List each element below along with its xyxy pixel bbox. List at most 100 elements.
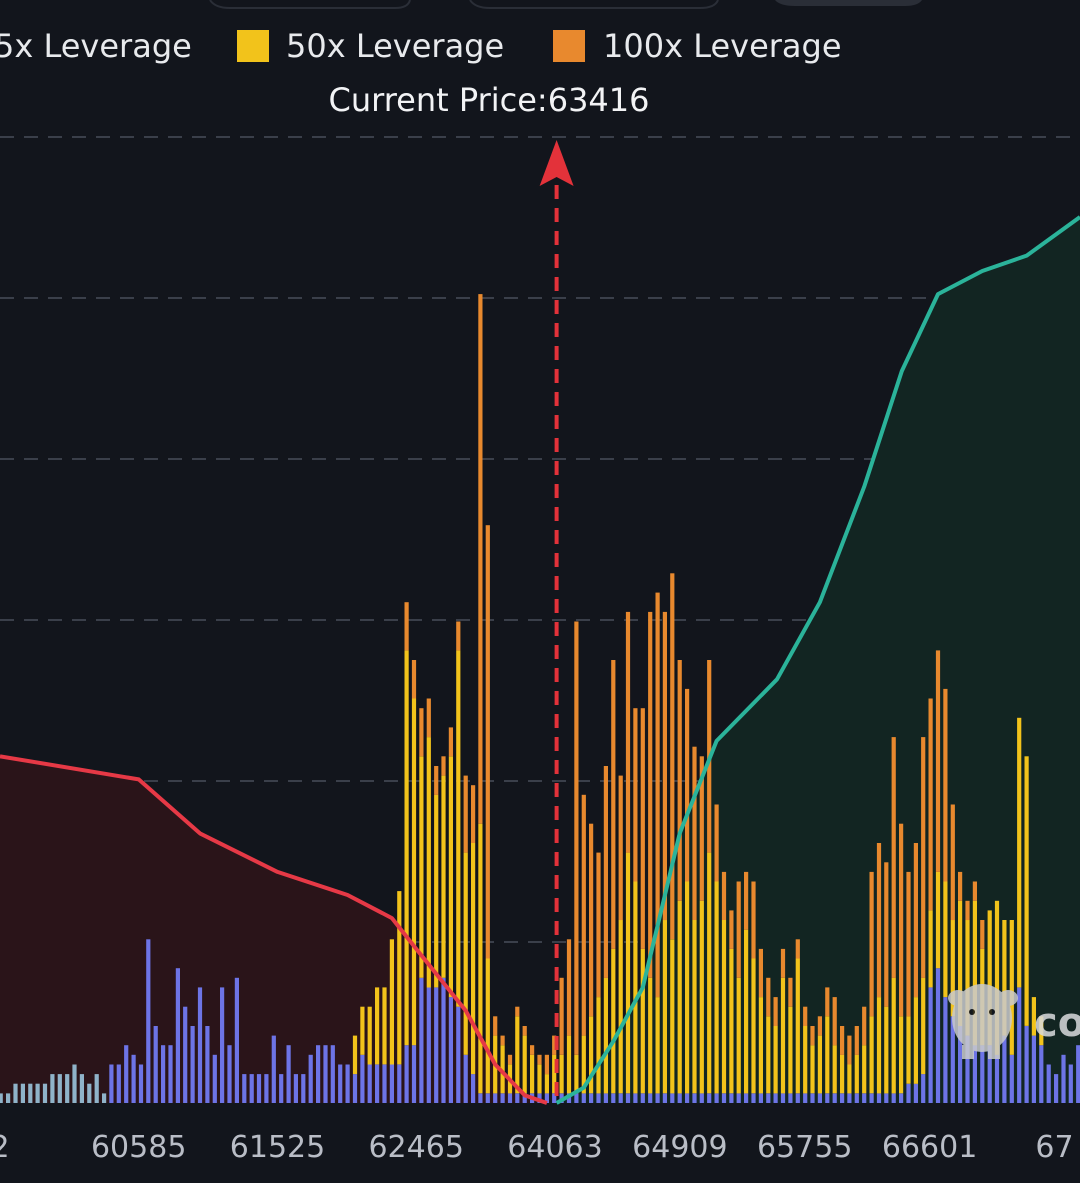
bar-100x (493, 1016, 498, 1036)
bar-50x (515, 1016, 520, 1094)
bar-50x (603, 977, 608, 1094)
bar-100x (862, 1006, 867, 1046)
bar-100x (906, 871, 911, 1017)
bar-100x (847, 1035, 852, 1065)
bar-100x (552, 1035, 557, 1055)
bar-25x (153, 1026, 158, 1103)
bar-25x (1031, 1035, 1036, 1103)
bar-25x (197, 987, 203, 1103)
bar-50x (618, 920, 623, 1094)
bar-100x (854, 1026, 859, 1055)
bar-50x (876, 997, 882, 1094)
bar-25x (744, 1093, 749, 1103)
bar-25x (456, 1006, 461, 1103)
bar-25x (28, 1083, 33, 1103)
bar-25x (987, 1045, 992, 1103)
bar-100x (928, 698, 933, 911)
bar-50x (972, 900, 977, 1046)
bar-50x (832, 1045, 837, 1094)
bar-50x (397, 891, 402, 1065)
bar-100x (721, 871, 727, 920)
x-tick-label: 2 (0, 1130, 10, 1165)
bar-100x (780, 948, 786, 978)
x-tick-label: 67 (1035, 1130, 1073, 1165)
x-tick-label: 62465 (368, 1130, 463, 1165)
bar-50x (625, 852, 631, 1094)
bar-100x (471, 785, 476, 843)
bar-25x (699, 1093, 704, 1103)
watermark: co (948, 984, 1080, 1059)
bar-25x (441, 977, 446, 1103)
bar-25x (1076, 1045, 1080, 1103)
bar-50x (596, 997, 601, 1094)
bar-100x (913, 843, 918, 998)
bar-25x (227, 1045, 232, 1103)
bar-25x (35, 1083, 40, 1103)
bar-50x (913, 997, 918, 1084)
watermark-text: co (1034, 1000, 1080, 1046)
bar-50x (950, 920, 955, 1017)
bar-50x (537, 1064, 542, 1094)
bar-25x (625, 1093, 631, 1103)
bar-100x (817, 1016, 822, 1036)
bar-100x (655, 592, 660, 998)
legend-100x-label: 100x Leverage (603, 27, 842, 65)
bar-25x (935, 968, 941, 1103)
bar-100x (677, 660, 682, 901)
bar-100x (744, 871, 749, 930)
bar-100x (648, 611, 653, 978)
bar-50x (522, 1035, 527, 1094)
bar-100x (662, 611, 667, 921)
bar-100x (751, 881, 756, 959)
bar-25x (375, 1064, 380, 1103)
bar-100x (434, 766, 439, 795)
bar-25x (471, 1074, 476, 1103)
bar-25x (972, 1045, 977, 1103)
bar-100x (448, 727, 453, 757)
bar-100x (404, 602, 409, 651)
bar-100x (795, 939, 800, 959)
bar-25x (271, 1035, 276, 1103)
x-axis: 2 60585 61525 62465 64063 64909 65755 66601 67 (0, 1130, 1074, 1165)
bar-100x (972, 881, 977, 901)
bar-50x (375, 987, 380, 1065)
bar-25x (131, 1054, 136, 1103)
bar-50x (862, 1045, 867, 1094)
bar-50x (456, 650, 461, 1007)
bar-100x (618, 775, 623, 921)
bar-25x (116, 1064, 121, 1103)
bar-25x (175, 968, 180, 1103)
bar-25x (943, 997, 948, 1103)
bar-25x (448, 997, 453, 1103)
bar-25x (537, 1093, 542, 1103)
bar-50x (891, 977, 896, 1094)
bar-25x (677, 1093, 682, 1103)
bar-25x (1061, 1054, 1066, 1103)
bar-100x (803, 1006, 808, 1026)
bar-25x (921, 1074, 926, 1103)
bar-100x (958, 871, 963, 901)
bar-25x (670, 1093, 675, 1103)
bar-100x (463, 775, 468, 853)
bar-25x (411, 1045, 417, 1103)
top-dropdown-edge (469, 0, 719, 9)
bar-25x (707, 1093, 712, 1103)
bar-50x (884, 1006, 889, 1094)
bar-100x (935, 650, 941, 872)
bar-100x (699, 756, 704, 901)
bar-100x (869, 871, 874, 1017)
bar-25x (766, 1093, 771, 1103)
bar-25x (780, 1093, 786, 1103)
bar-25x (891, 1093, 896, 1103)
bar-50x (773, 1026, 778, 1094)
bar-50x (906, 1016, 911, 1084)
bar-50x (847, 1064, 852, 1094)
bar-25x (426, 987, 431, 1103)
bar-25x (884, 1093, 889, 1103)
x-tick-label: 60585 (91, 1130, 186, 1165)
bar-25x (980, 1045, 985, 1103)
bar-100x (530, 1045, 535, 1055)
bar-50x (721, 920, 727, 1094)
current-price-arrowhead (539, 140, 574, 186)
